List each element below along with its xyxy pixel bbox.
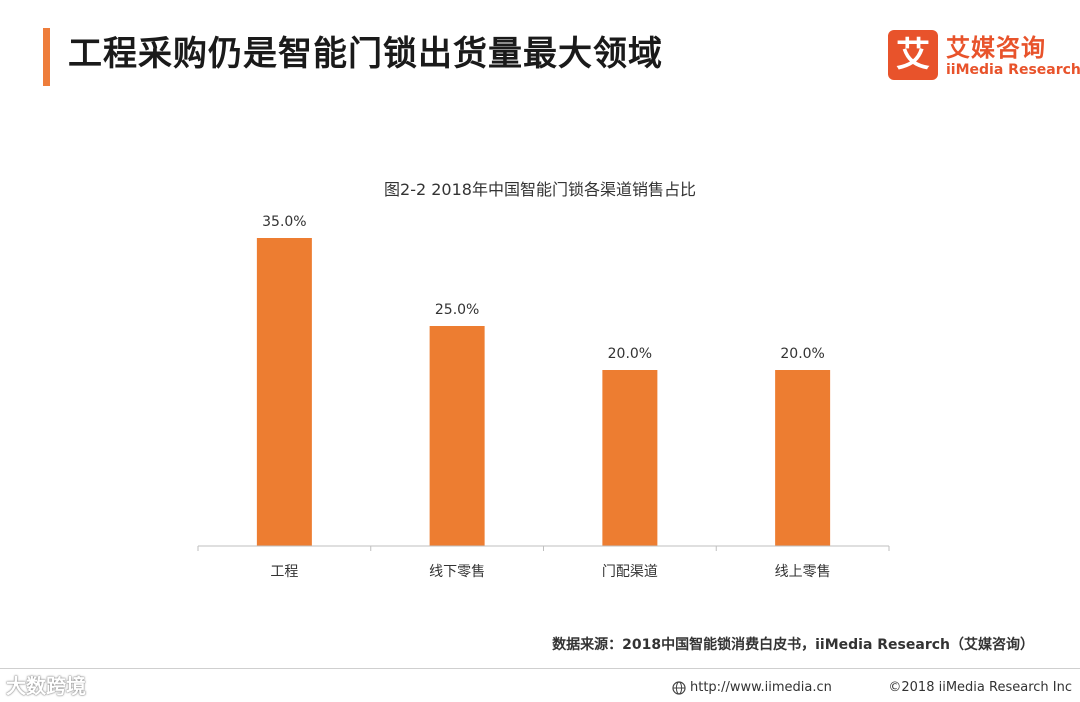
bar-value-label: 25.0% — [435, 302, 479, 318]
logo-name-en: iiMedia Research — [946, 62, 1080, 78]
logo-mark: 艾 — [888, 30, 938, 80]
category-label: 工程 — [270, 564, 298, 580]
bar-value-label: 20.0% — [608, 346, 652, 362]
page-title: 工程采购仍是智能门锁出货量最大领域 — [68, 34, 663, 74]
footer-url-text: http://www.iimedia.cn — [690, 680, 832, 695]
data-source: 数据来源：2018中国智能锁消费白皮书，iiMedia Research（艾媒咨… — [552, 637, 1034, 653]
globe-icon — [672, 680, 686, 695]
category-label: 线下零售 — [429, 564, 485, 580]
bar-value-label: 20.0% — [780, 346, 824, 362]
category-label: 门配渠道 — [602, 564, 658, 580]
bar-3 — [602, 370, 658, 546]
bars-group — [256, 238, 831, 546]
bar-4 — [775, 370, 831, 546]
footer-copyright: ©2018 iiMedia Research Inc — [888, 680, 1072, 695]
footer-divider — [0, 668, 1080, 669]
title-accent-bar — [43, 28, 50, 86]
watermark: 大数跨境 — [6, 674, 86, 698]
footer-url-link[interactable]: http://www.iimedia.cn — [672, 680, 832, 695]
chart-title: 图2-2 2018年中国智能门锁各渠道销售占比 — [384, 180, 696, 199]
iimedia-logo: 艾 艾媒咨询 iiMedia Research — [888, 30, 1080, 82]
logo-name-cn: 艾媒咨询 — [946, 34, 1046, 62]
bar-2 — [429, 326, 485, 546]
x-axis — [197, 545, 890, 551]
bar-value-label: 35.0% — [262, 214, 306, 230]
labels-group: 35.0% 工程 25.0% 线下零售 20.0% 门配渠道 20.0% 线上零售 — [262, 214, 830, 580]
category-label: 线上零售 — [775, 564, 831, 580]
bar-1 — [256, 238, 312, 546]
